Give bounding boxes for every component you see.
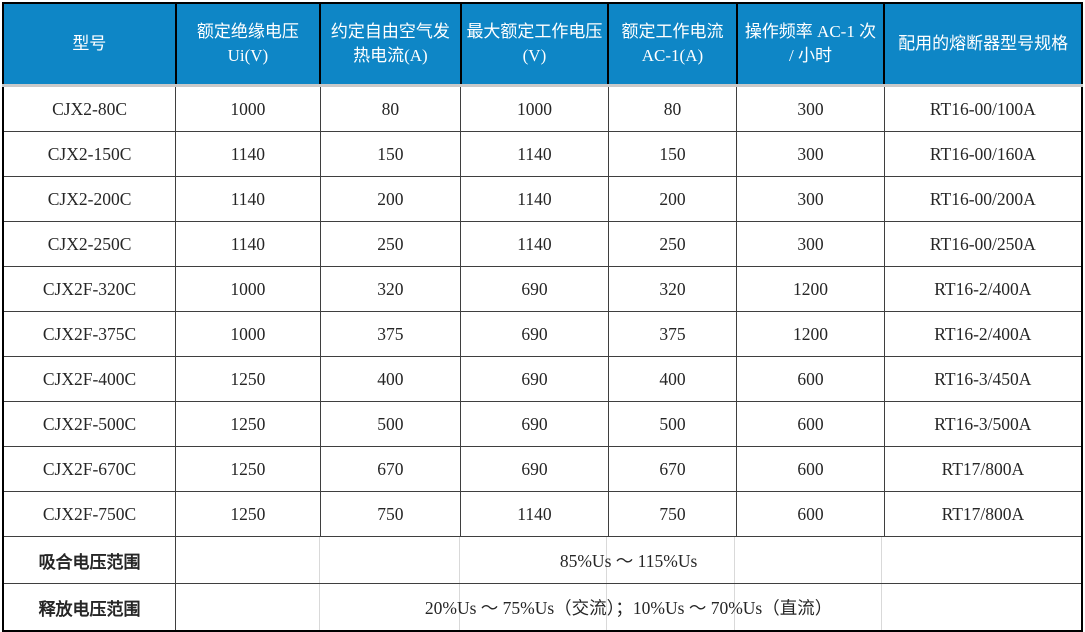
data-cell: 1140 xyxy=(460,176,609,222)
pickup-voltage-value: 85%Us ～ 115%Us xyxy=(175,536,1083,584)
data-cell: 320 xyxy=(607,266,738,312)
release-voltage-value: 20%Us ～ 75%Us（交流）；10%Us ～ 70%Us（直流） xyxy=(175,583,1083,632)
data-cell: 1140 xyxy=(460,221,609,267)
data-cell: 1140 xyxy=(175,221,321,267)
data-cell: 320 xyxy=(319,266,462,312)
header-cell-thermal-current: 约定自由空气发热电流(A) xyxy=(319,2,462,87)
data-cell: 150 xyxy=(607,131,738,177)
data-cell: 750 xyxy=(607,491,738,537)
release-voltage-row: 释放电压范围 20%Us ～ 75%Us（交流）；10%Us ～ 70%Us（直… xyxy=(2,583,1083,632)
model-cell: CJX2F-670C xyxy=(2,446,177,492)
table-row: CJX2F-500C 1250 500 690 500 600 RT16-3/5… xyxy=(2,401,1083,447)
header-row: 型号 额定绝缘电压 Ui(V) 约定自由空气发热电流(A) 最大额定工作电压(V… xyxy=(2,2,1083,87)
data-cell: 690 xyxy=(460,266,609,312)
model-cell: CJX2-200C xyxy=(2,176,177,222)
data-cell: 670 xyxy=(607,446,738,492)
model-cell: CJX2F-750C xyxy=(2,491,177,537)
table-row: CJX2-80C 1000 80 1000 80 300 RT16-00/100… xyxy=(2,85,1083,132)
table-row: CJX2F-320C 1000 320 690 320 1200 RT16-2/… xyxy=(2,266,1083,312)
fuse-cell: RT16-3/450A xyxy=(883,356,1083,402)
fuse-cell: RT16-2/400A xyxy=(883,266,1083,312)
data-cell: 500 xyxy=(319,401,462,447)
data-cell: 1250 xyxy=(175,401,321,447)
fuse-cell: RT17/800A xyxy=(883,446,1083,492)
data-cell: 80 xyxy=(319,85,462,132)
data-cell: 1000 xyxy=(175,85,321,132)
pickup-voltage-row: 吸合电压范围 85%Us ～ 115%Us xyxy=(2,536,1083,584)
data-cell: 1140 xyxy=(460,131,609,177)
model-cell: CJX2F-320C xyxy=(2,266,177,312)
data-cell: 1250 xyxy=(175,446,321,492)
header-cell-operating-frequency: 操作频率 AC-1 次 / 小时 xyxy=(735,2,886,87)
data-cell: 200 xyxy=(319,176,462,222)
table-row: CJX2F-375C 1000 375 690 375 1200 RT16-2/… xyxy=(2,311,1083,357)
data-cell: 375 xyxy=(607,311,738,357)
fuse-cell: RT17/800A xyxy=(883,491,1083,537)
data-cell: 690 xyxy=(460,446,609,492)
data-cell: 690 xyxy=(460,311,609,357)
data-cell: 690 xyxy=(460,356,609,402)
data-cell: 300 xyxy=(736,221,885,267)
data-cell: 300 xyxy=(736,131,885,177)
table-row: CJX2F-400C 1250 400 690 400 600 RT16-3/4… xyxy=(2,356,1083,402)
data-cell: 1000 xyxy=(175,311,321,357)
data-cell: 1140 xyxy=(175,131,321,177)
data-cell: 1140 xyxy=(175,176,321,222)
data-cell: 690 xyxy=(460,401,609,447)
table-body: CJX2-80C 1000 80 1000 80 300 RT16-00/100… xyxy=(2,85,1083,632)
data-cell: 300 xyxy=(736,85,885,132)
fuse-cell: RT16-2/400A xyxy=(883,311,1083,357)
data-cell: 400 xyxy=(607,356,738,402)
data-cell: 1250 xyxy=(175,356,321,402)
model-cell: CJX2F-500C xyxy=(2,401,177,447)
model-cell: CJX2F-400C xyxy=(2,356,177,402)
data-cell: 600 xyxy=(736,446,885,492)
model-cell: CJX2-250C xyxy=(2,221,177,267)
table-row: CJX2F-750C 1250 750 1140 750 600 RT17/80… xyxy=(2,491,1083,537)
header-cell-max-working-voltage: 最大额定工作电压(V) xyxy=(459,2,610,87)
data-cell: 750 xyxy=(319,491,462,537)
data-cell: 600 xyxy=(736,491,885,537)
header-cell-model: 型号 xyxy=(2,2,177,87)
data-cell: 250 xyxy=(319,221,462,267)
data-cell: 200 xyxy=(607,176,738,222)
data-cell: 250 xyxy=(607,221,738,267)
data-cell: 1140 xyxy=(460,491,609,537)
model-cell: CJX2F-375C xyxy=(2,311,177,357)
data-cell: 1000 xyxy=(460,85,609,132)
data-cell: 1000 xyxy=(175,266,321,312)
fuse-cell: RT16-00/100A xyxy=(883,85,1083,132)
pickup-voltage-label: 吸合电压范围 xyxy=(2,536,177,584)
data-cell: 400 xyxy=(319,356,462,402)
data-cell: 1200 xyxy=(736,266,885,312)
data-cell: 670 xyxy=(319,446,462,492)
table-row: CJX2-250C 1140 250 1140 250 300 RT16-00/… xyxy=(2,221,1083,267)
data-cell: 375 xyxy=(319,311,462,357)
fuse-cell: RT16-00/160A xyxy=(883,131,1083,177)
fuse-cell: RT16-00/200A xyxy=(883,176,1083,222)
data-cell: 600 xyxy=(736,401,885,447)
header-cell-fuse-spec: 配用的熔断器型号规格 xyxy=(883,2,1083,87)
header-cell-rated-current: 额定工作电流 AC-1(A) xyxy=(607,2,738,87)
data-cell: 150 xyxy=(319,131,462,177)
model-cell: CJX2-80C xyxy=(2,85,177,132)
release-voltage-label: 释放电压范围 xyxy=(2,583,177,632)
header-cell-insulation-voltage: 额定绝缘电压 Ui(V) xyxy=(174,2,322,87)
data-cell: 500 xyxy=(607,401,738,447)
data-cell: 600 xyxy=(736,356,885,402)
table-row: CJX2-150C 1140 150 1140 150 300 RT16-00/… xyxy=(2,131,1083,177)
table-header: 型号 额定绝缘电压 Ui(V) 约定自由空气发热电流(A) 最大额定工作电压(V… xyxy=(2,2,1083,87)
data-cell: 300 xyxy=(736,176,885,222)
table-row: CJX2F-670C 1250 670 690 670 600 RT17/800… xyxy=(2,446,1083,492)
data-cell: 80 xyxy=(607,85,738,132)
fuse-cell: RT16-00/250A xyxy=(883,221,1083,267)
data-cell: 1200 xyxy=(736,311,885,357)
data-cell: 1250 xyxy=(175,491,321,537)
model-cell: CJX2-150C xyxy=(2,131,177,177)
table-row: CJX2-200C 1140 200 1140 200 300 RT16-00/… xyxy=(2,176,1083,222)
fuse-cell: RT16-3/500A xyxy=(883,401,1083,447)
